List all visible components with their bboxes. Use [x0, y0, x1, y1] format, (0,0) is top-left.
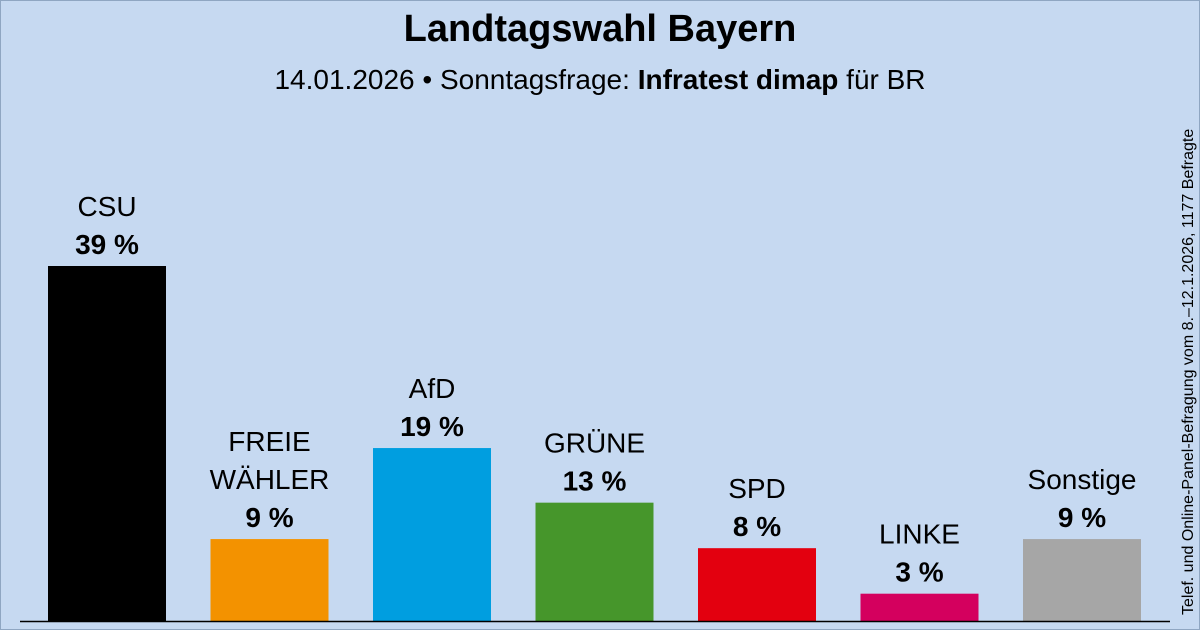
value-label: 9 %	[245, 502, 293, 533]
bar-freie-wähler	[210, 539, 329, 621]
subtitle-institute: Infratest dimap	[637, 64, 839, 95]
category-label: Sonstige	[1028, 464, 1137, 495]
subtitle-poll-type: Sonntagsfrage:	[439, 64, 630, 95]
category-label: SPD	[728, 473, 786, 504]
value-label: 3 %	[895, 557, 943, 588]
value-label: 13 %	[563, 466, 627, 497]
bar-linke	[860, 593, 979, 621]
value-label: 9 %	[1058, 502, 1106, 533]
category-label: LINKE	[879, 519, 960, 550]
subtitle-separator: •	[422, 64, 433, 95]
value-label: 39 %	[75, 229, 139, 260]
category-label: GRÜNE	[544, 428, 645, 459]
subtitle-client: für BR	[846, 64, 926, 95]
category-label: FREIE	[228, 426, 310, 457]
value-label: 8 %	[733, 511, 781, 542]
category-label: WÄHLER	[210, 464, 330, 495]
chart-subtitle: 14.01.2026 • Sonntagsfrage: Infratest di…	[0, 64, 1200, 96]
value-label: 19 %	[400, 411, 464, 442]
survey-note: Telef. und Online-Panel-Befragung vom 8.…	[1180, 128, 1197, 615]
bar-spd	[698, 548, 816, 621]
chart-title: Landtagswahl Bayern	[403, 8, 797, 50]
category-label: AfD	[409, 373, 456, 404]
bar-grüne	[535, 502, 654, 621]
bar-csu	[48, 266, 166, 621]
bar-sonstige	[1023, 539, 1141, 621]
bar-afd	[373, 448, 491, 621]
subtitle-date: 14.01.2026	[274, 64, 415, 95]
category-label: CSU	[77, 191, 136, 222]
